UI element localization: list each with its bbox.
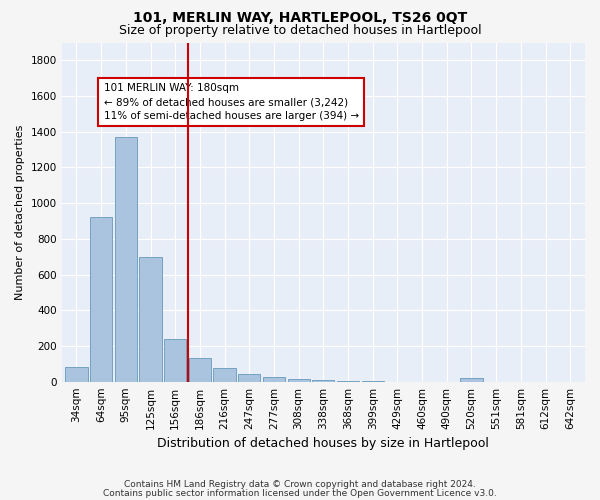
X-axis label: Distribution of detached houses by size in Hartlepool: Distribution of detached houses by size … <box>157 437 489 450</box>
Y-axis label: Number of detached properties: Number of detached properties <box>15 124 25 300</box>
Bar <box>337 381 359 382</box>
Bar <box>214 368 236 382</box>
Text: Contains public sector information licensed under the Open Government Licence v3: Contains public sector information licen… <box>103 489 497 498</box>
Bar <box>115 137 137 382</box>
Text: Contains HM Land Registry data © Crown copyright and database right 2024.: Contains HM Land Registry data © Crown c… <box>124 480 476 489</box>
Bar <box>287 379 310 382</box>
Text: 101, MERLIN WAY, HARTLEPOOL, TS26 0QT: 101, MERLIN WAY, HARTLEPOOL, TS26 0QT <box>133 11 467 25</box>
Bar <box>238 374 260 382</box>
Text: Size of property relative to detached houses in Hartlepool: Size of property relative to detached ho… <box>119 24 481 37</box>
Bar <box>312 380 334 382</box>
Bar <box>164 339 187 382</box>
Bar <box>460 378 482 382</box>
Bar <box>90 218 112 382</box>
Bar <box>139 256 161 382</box>
Bar <box>65 368 88 382</box>
Bar <box>189 358 211 382</box>
Bar <box>263 377 285 382</box>
Text: 101 MERLIN WAY: 180sqm
← 89% of detached houses are smaller (3,242)
11% of semi-: 101 MERLIN WAY: 180sqm ← 89% of detached… <box>104 83 359 121</box>
